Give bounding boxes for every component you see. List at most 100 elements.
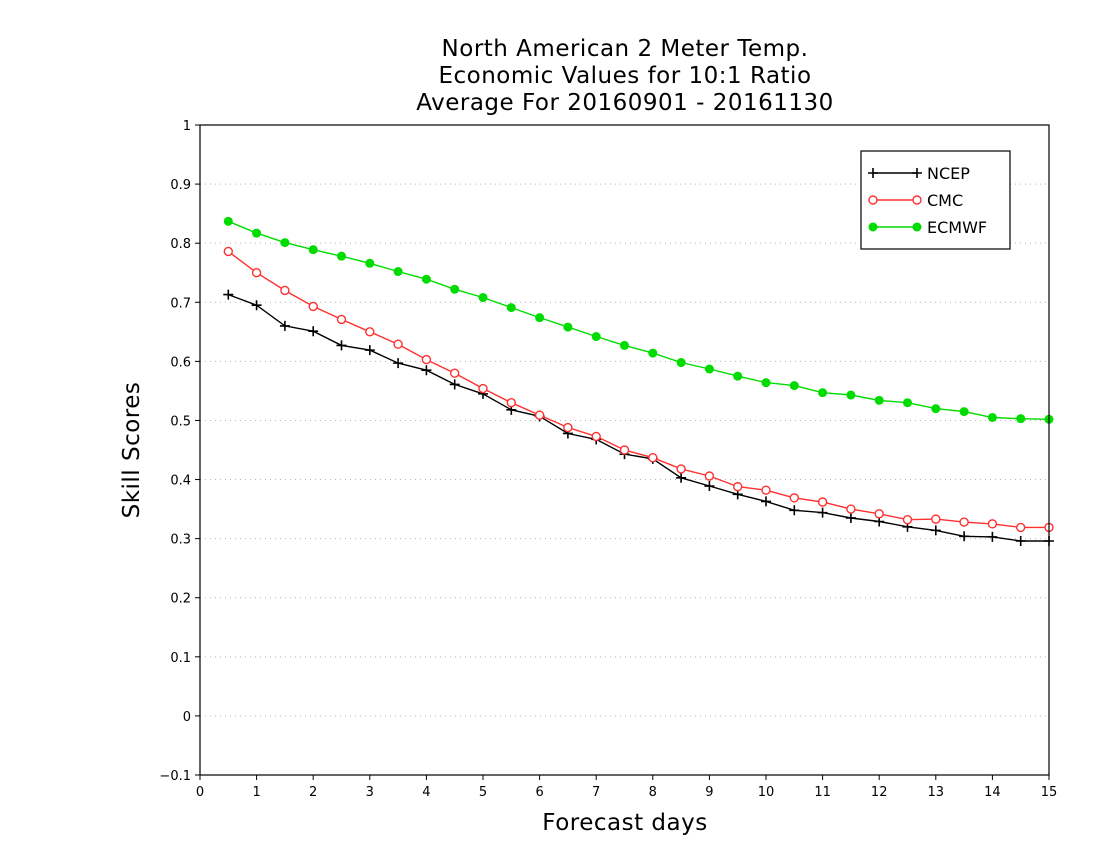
legend-marker-ncep <box>912 168 922 178</box>
y-tick-label: 0.6 <box>170 355 191 370</box>
point-ncep <box>336 340 347 351</box>
point-cmc <box>393 339 403 349</box>
legend-marker-ecmwf <box>868 222 878 232</box>
point-ecmwf <box>280 238 290 248</box>
y-tick-label: −0.1 <box>159 769 191 784</box>
point-ecmwf <box>903 398 912 408</box>
point-cmc <box>1016 522 1026 533</box>
point-ecmwf <box>987 413 997 422</box>
point-ecmwf <box>818 388 828 398</box>
x-tick-label: 4 <box>422 785 430 800</box>
legend-label-ecmwf: ECMWF <box>927 218 987 237</box>
point-ecmwf <box>478 293 488 303</box>
x-tick-label: 8 <box>649 785 657 800</box>
point-ecmwf <box>733 371 743 381</box>
x-tick-label: 2 <box>309 785 317 800</box>
x-tick-label: 0 <box>196 785 204 800</box>
point-cmc <box>308 301 318 312</box>
y-tick-label: 1 <box>183 119 191 134</box>
point-ecmwf <box>506 303 516 313</box>
point-ncep <box>364 345 375 356</box>
point-ecmwf <box>393 267 403 277</box>
point-cmc <box>959 517 969 527</box>
point-cmc <box>478 383 488 394</box>
y-tick-label: 0.9 <box>170 178 191 193</box>
point-ecmwf <box>959 407 969 417</box>
x-tick-label: 13 <box>928 785 945 800</box>
point-ecmwf <box>450 284 460 294</box>
point-ncep <box>930 525 941 536</box>
legend-marker-cmc <box>868 195 878 205</box>
point-cmc <box>648 452 658 463</box>
point-cmc <box>874 509 884 519</box>
legend-marker-ncep <box>868 168 878 178</box>
point-cmc <box>591 431 601 442</box>
point-ecmwf <box>591 332 601 342</box>
point-cmc <box>506 398 516 408</box>
point-ecmwf <box>789 381 799 391</box>
point-ncep <box>223 289 234 300</box>
y-tick-label: 0.5 <box>170 414 191 429</box>
x-tick-label: 11 <box>814 785 831 800</box>
point-ecmwf <box>761 378 771 388</box>
point-ncep <box>449 379 460 390</box>
x-tick-label: 3 <box>366 785 374 800</box>
point-cmc <box>534 410 545 420</box>
chart-title: North American 2 Meter Temp. Economic Va… <box>0 36 1100 117</box>
x-tick-label: 7 <box>592 785 600 800</box>
plot-frame <box>199 124 1050 776</box>
legend-label-ncep: NCEP <box>927 164 970 183</box>
point-ncep <box>987 531 998 542</box>
point-ncep <box>393 358 404 369</box>
y-tick-label: 0.3 <box>170 533 191 548</box>
point-ecmwf <box>1016 414 1026 424</box>
x-tick-label: 1 <box>252 785 260 800</box>
point-ncep <box>789 505 800 516</box>
legend-marker-ecmwf <box>912 222 922 232</box>
x-tick-label: 15 <box>1041 785 1058 800</box>
point-ncep <box>308 326 319 337</box>
legend-marker-cmc <box>912 195 922 205</box>
point-ncep <box>251 300 262 311</box>
x-tick-label: 9 <box>705 785 713 800</box>
point-ecmwf <box>365 258 375 268</box>
y-tick-label: 0.7 <box>170 296 191 311</box>
point-cmc <box>761 485 771 495</box>
point-ecmwf <box>874 395 884 405</box>
point-cmc <box>676 464 686 474</box>
y-tick-label: 0.2 <box>170 592 191 607</box>
x-tick-label: 12 <box>871 785 888 800</box>
point-ncep <box>676 472 687 483</box>
point-ecmwf <box>648 348 658 358</box>
point-cmc <box>817 497 828 507</box>
point-ncep <box>845 512 856 523</box>
y-tick-label: 0 <box>183 710 191 725</box>
y-tick-label: 0.8 <box>170 237 191 252</box>
point-ncep <box>704 481 715 492</box>
chart-title-line-3: Average For 20160901 - 20161130 <box>416 90 834 116</box>
series-line-ncep <box>228 293 1049 542</box>
point-cmc <box>733 481 743 492</box>
point-cmc <box>987 519 998 529</box>
point-cmc <box>619 445 630 455</box>
point-ecmwf <box>846 390 856 400</box>
point-ncep <box>761 496 771 507</box>
point-ecmwf <box>620 340 629 350</box>
point-cmc <box>450 368 460 378</box>
point-cmc <box>223 246 234 257</box>
point-ncep <box>817 507 828 518</box>
point-ecmwf <box>704 364 714 374</box>
x-tick-label: 14 <box>984 785 1001 800</box>
point-cmc <box>421 354 432 365</box>
point-ncep <box>421 365 432 376</box>
point-cmc <box>789 493 799 503</box>
point-cmc <box>280 285 290 296</box>
point-ecmwf <box>535 313 545 323</box>
x-tick-label: 10 <box>758 785 775 800</box>
point-cmc <box>704 471 715 481</box>
chart-title-line-1: North American 2 Meter Temp. <box>441 36 809 62</box>
point-ncep <box>279 320 290 331</box>
point-ecmwf <box>563 322 573 332</box>
point-ecmwf <box>308 245 318 255</box>
